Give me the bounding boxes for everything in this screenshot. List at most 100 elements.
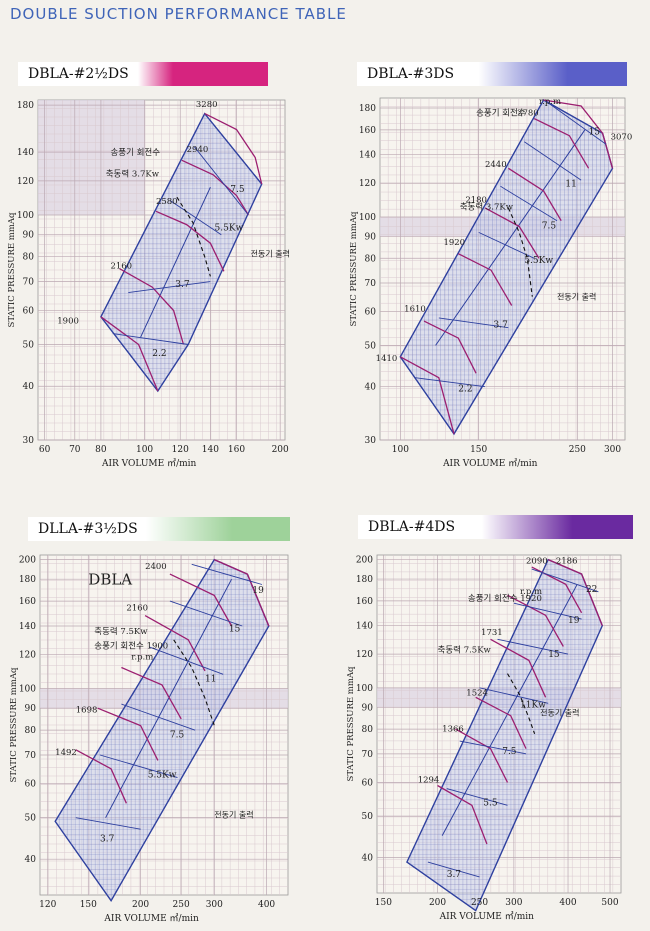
y-tick-label: 120 [359,179,376,189]
chart-title: DBLA-#3DS [367,66,455,82]
chart-title: DBLA-#2½DS [28,66,129,82]
power-label: 2.2 [152,349,166,359]
y-tick-label: 100 [359,213,376,223]
power-label: 11 [565,179,576,189]
y-tick-label: 60 [365,308,377,318]
annotation-label: 송풍기 회전수 1900 [94,641,168,652]
annotation-label: 1366 [442,724,464,734]
annotation-label: 축동력 7.5Kw [438,645,492,656]
power-line [75,817,141,830]
rpm-curve-2160 [144,615,206,672]
x-tick-label: 120 [39,900,56,910]
annotation-label: 2090 [526,556,548,566]
power-line [169,600,243,627]
annotation-label: 송풍기 회전수 1920 [468,593,542,604]
y-tick-label: 180 [359,104,376,114]
x-tick-label: 300 [505,898,522,908]
y-tick-label: 40 [25,855,37,865]
rpm-curve-1294 [437,784,488,845]
y-tick-label: 180 [17,101,34,111]
y-tick-label: 90 [365,232,377,242]
rpm-curve-1900 [121,666,182,720]
power-line [500,185,558,222]
y-tick-label: 140 [19,622,36,632]
annotation-label: 1731 [481,628,503,638]
rpm-curve-3070 [543,99,614,169]
y-tick-label: 80 [23,253,35,263]
power-line [478,231,535,259]
chart-title: DBLA-#4DS [368,519,456,535]
annotation-label: r.p.m [539,97,561,107]
rpm-curve-2186 [547,559,603,626]
x-tick-label: 250 [471,898,488,908]
x-tick-label: 150 [470,445,487,455]
x-axis-label: AIR VOLUME ㎥/min [103,913,199,924]
rpm-curve-1920 [507,594,564,647]
power-line [191,563,263,585]
annotation-label: 2940 [187,145,209,155]
power-label: 7.5 [230,185,245,195]
rpm-curve-1524 [475,696,527,749]
y-tick-label: 80 [362,725,374,735]
rpm-curve-2180 [484,207,540,259]
x-tick-label: 200 [429,898,446,908]
y-tick-label: 100 [19,685,36,695]
x-tick-label: 400 [258,900,275,910]
x-tick-label: 100 [136,445,153,455]
x-tick-label: 300 [206,900,223,910]
annotation-label: 축동력 7.5Kw [94,626,148,637]
y-tick-label: 100 [356,684,373,694]
power-label: 19 [252,586,264,596]
y-tick-label: 30 [23,436,35,446]
annotation-label: 3070 [611,132,633,142]
y-tick-label: 90 [25,704,37,714]
power-line [128,281,211,294]
annotation-label: 1410 [376,354,398,364]
rpm-curve-1900 [100,316,159,392]
power-line [459,740,527,755]
annotation-label: 3280 [196,100,218,110]
x-tick-label: 80 [95,445,107,455]
y-tick-label: 50 [362,812,374,822]
power-label: 5.5Kw [215,224,244,234]
annotation-label: 1610 [404,305,426,315]
power-line [547,102,607,145]
rpm-curve-1698 [97,707,159,761]
rpm-curve-2400 [169,573,233,627]
annotation-label: 2160 [110,262,132,272]
rpm-curve-2780 [533,118,590,169]
chart-panel-dbla-3: DBLA-#3DS 2.2 3.7 5.5Kw 7.5 11 15 전동기 출력 r.p.m 송… [325,50,650,475]
chart-panel-dbla-2-half: DBLA-#2½DS 2.2 3.7 5.5Kw 7.5 전동기 출력 송풍기 회전수 축동… [0,50,325,475]
power-label: 3.7 [494,321,509,331]
y-tick-label: 200 [356,556,373,566]
x-tick-label: 250 [173,900,190,910]
rpm-curve-2580 [155,210,225,272]
chart-panel-dbla-4: DBLA-#4DS 3.7 5.5 7.5 11Kw 15 19 22 전동기 출력 r.p.m… [325,505,650,931]
power-label: 3.7 [175,280,190,290]
power-label: 11 [205,674,216,684]
y-tick-label: 50 [365,341,377,351]
y-tick-label: 70 [365,279,377,289]
y-tick-label: 80 [365,254,377,264]
y-tick-label: 160 [356,597,373,607]
annotation-label: 1294 [418,775,440,785]
power-label: 5.5Kw [148,771,177,781]
power-label: 5.5Kw [524,256,553,266]
power-label: 3.7 [100,834,115,844]
power-line [524,141,582,181]
power-line [497,638,569,655]
rpm-curve-1731 [490,638,547,698]
annotation-label: 송풍기 회전수 [110,147,160,158]
power-label: 19 [568,616,580,626]
y-tick-label: 70 [25,751,37,761]
power-label: 7.5 [170,730,185,740]
y-tick-label: 100 [17,211,34,221]
rpm-curve-top [214,559,270,627]
page-title: DOUBLE SUCTION PERFORMANCE TABLE [10,5,347,23]
y-tick-label: 90 [362,703,374,713]
annotation-label: 1900 [57,316,79,326]
x-axis-label: AIR VOLUME ㎥/min [442,458,538,469]
power-line [169,200,222,236]
x-tick-label: 70 [69,445,81,455]
power-label: 7.5 [502,747,517,757]
